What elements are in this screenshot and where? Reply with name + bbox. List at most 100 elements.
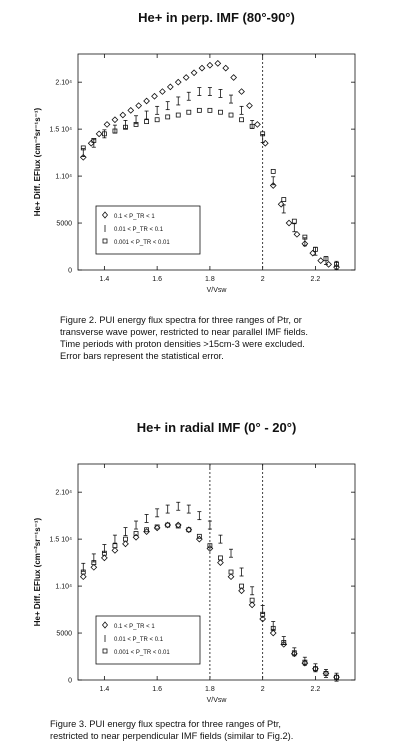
data-point-series-1 <box>95 130 103 138</box>
x-tick-label: 2 <box>261 686 265 693</box>
data-point-series-3 <box>133 122 139 127</box>
data-point-series-3 <box>249 123 255 129</box>
data-point-series-1 <box>317 257 325 264</box>
data-point-series-1 <box>309 249 317 257</box>
data-point-series-3 <box>186 109 192 115</box>
y-tick-label: 2.10⁴ <box>55 80 72 87</box>
data-point-series-1 <box>277 200 285 208</box>
data-point-series-3 <box>112 543 118 549</box>
data-point-series-3 <box>239 117 244 123</box>
data-point-series-3 <box>196 533 202 539</box>
data-point-series-3 <box>91 560 97 566</box>
x-tick-label: 2.2 <box>311 276 321 283</box>
data-point-series-3 <box>239 583 244 589</box>
data-point-series-3 <box>133 531 139 536</box>
data-point-series-1 <box>135 102 143 110</box>
legend-label: 0.01 < P_TR < 0.1 <box>114 637 164 643</box>
data-point-series-1 <box>166 83 174 91</box>
x-tick-label: 1.4 <box>100 276 110 283</box>
data-point-series-3 <box>154 117 160 123</box>
data-point-series-3 <box>291 218 297 224</box>
y-tick-label: 2.10⁴ <box>55 490 72 497</box>
data-point-series-1 <box>238 587 245 595</box>
data-point-series-3 <box>281 640 287 645</box>
data-point-series-1 <box>127 106 135 114</box>
legend-box <box>95 205 201 255</box>
y-axis-label: He+ Diff. EFlux (cm⁻²sr⁻¹s⁻¹) <box>33 107 42 216</box>
data-point-series-1 <box>111 547 119 554</box>
data-point-series-3 <box>218 109 223 115</box>
plot-frame <box>77 463 356 681</box>
data-point-series-3 <box>186 527 192 533</box>
data-point-series-3 <box>112 128 118 134</box>
data-point-series-1 <box>174 78 182 86</box>
data-point-series-3 <box>154 524 160 530</box>
legend-label: 0.1 < P_TR < 1 <box>114 214 155 220</box>
data-point-series-1 <box>248 601 256 609</box>
data-point-series-1 <box>261 139 269 147</box>
data-point-series-1 <box>222 64 230 72</box>
data-point-series-1 <box>90 563 98 571</box>
data-point-series-1 <box>182 74 190 81</box>
data-point-series-1 <box>159 88 166 95</box>
data-point-series-3 <box>334 674 339 680</box>
figure-3-caption: Figure 3. PUI energy flux spectra for th… <box>50 719 294 741</box>
data-point-series-1 <box>227 573 235 581</box>
y-tick-label: 1.10⁴ <box>55 174 72 181</box>
data-point-series-1 <box>246 102 253 110</box>
data-point-series-3 <box>270 168 276 174</box>
chart-title: He+ in perp. IMF (80°-90°) <box>138 10 295 25</box>
data-point-series-3 <box>334 261 339 267</box>
x-tick-label: 1.6 <box>152 686 162 693</box>
data-point-series-3 <box>101 550 107 556</box>
data-point-series-1 <box>238 88 245 95</box>
data-point-series-1 <box>259 615 267 623</box>
data-point-series-3 <box>207 543 213 549</box>
data-point-series-3 <box>101 131 107 137</box>
data-point-series-3 <box>218 555 223 561</box>
legend-label: 0.01 < P_TR < 0.1 <box>114 227 164 233</box>
data-point-series-1 <box>254 121 261 128</box>
plot-frame <box>77 53 356 271</box>
x-tick-label: 1.8 <box>205 276 215 283</box>
data-point-series-3 <box>196 107 202 113</box>
data-point-series-1 <box>301 240 309 248</box>
legend-label: 0.001 < P_TR < 0.01 <box>114 650 170 656</box>
legend-marker <box>101 621 109 629</box>
figure-3-panel: He+ in radial IMF (0° - 20°) 0 5000 1.10⁴ 1.… <box>0 410 410 710</box>
data-point-series-1 <box>101 554 108 562</box>
data-point-series-3 <box>144 527 149 533</box>
data-point-series-3 <box>175 523 181 529</box>
data-point-series-1 <box>198 64 206 72</box>
data-point-series-1 <box>132 533 140 541</box>
legend-marker <box>102 238 108 244</box>
chart-title: He+ in radial IMF (0° - 20°) <box>137 420 297 435</box>
y-axis-label: He+ Diff. EFlux (cm⁻²sr⁻¹s⁻¹) <box>33 517 42 626</box>
data-point-series-3 <box>123 124 128 130</box>
data-point-series-3 <box>302 234 308 240</box>
data-point-series-3 <box>91 137 97 143</box>
data-point-series-1 <box>103 121 111 128</box>
y-tick-label: 0 <box>68 678 72 685</box>
x-tick-label: 2.2 <box>311 686 321 693</box>
data-point-series-3 <box>228 112 234 118</box>
y-tick-label: 0 <box>68 268 72 275</box>
data-point-series-1 <box>206 61 214 69</box>
y-tick-label: 1.10⁴ <box>55 584 72 591</box>
data-point-series-1 <box>293 230 301 238</box>
data-point-series-3 <box>270 625 276 631</box>
legend-marker <box>102 648 108 654</box>
data-point-series-3 <box>207 107 213 113</box>
y-tick-label: 1.5 10⁴ <box>50 127 72 134</box>
data-point-series-3 <box>260 611 266 617</box>
data-point-series-1 <box>269 629 277 637</box>
legend-marker <box>101 211 109 219</box>
x-tick-label: 2 <box>261 276 265 283</box>
data-point-series-1 <box>143 97 150 105</box>
x-tick-label: 1.8 <box>205 686 215 693</box>
y-tick-label: 1.5 10⁴ <box>50 537 72 544</box>
x-tick-label: 1.4 <box>100 686 110 693</box>
figure-2-panel: He+ in perp. IMF (80°-90°) 0 5000 1.10⁴ 1.5 … <box>0 0 410 300</box>
data-point-series-1 <box>87 139 95 147</box>
data-point-series-1 <box>111 116 119 124</box>
